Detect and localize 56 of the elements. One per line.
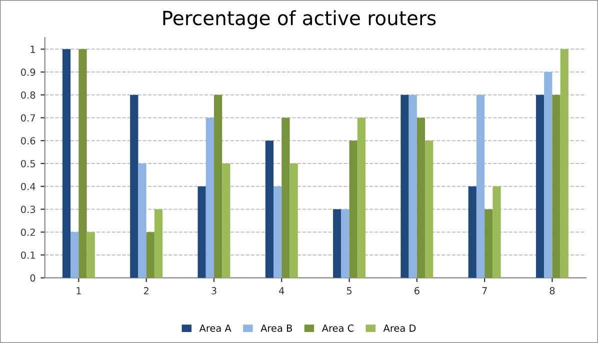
bar [333, 209, 342, 278]
y-tick-label: 0.2 [21, 228, 35, 236]
bar [265, 140, 274, 278]
bar [146, 232, 154, 278]
x-tick-label: 2 [144, 287, 148, 294]
bar [484, 209, 493, 278]
bar [416, 118, 426, 278]
legend-label: Area C [322, 324, 354, 332]
bar [62, 49, 71, 278]
bar [492, 186, 501, 278]
bar [154, 209, 163, 278]
y-tick-label: 0.8 [21, 91, 36, 99]
bar [425, 140, 434, 278]
bar [544, 72, 552, 278]
bar [198, 186, 206, 278]
bar [341, 209, 350, 278]
legend-label: Area D [383, 324, 416, 332]
y-tick-label: 0.1 [21, 251, 35, 259]
bar [560, 49, 568, 278]
x-tick-label: 8 [550, 287, 555, 294]
bar [214, 94, 222, 278]
bar [349, 140, 358, 278]
bar [552, 94, 560, 278]
bar [408, 94, 417, 278]
chart-title: Percentage of active routers [163, 10, 436, 30]
bar [138, 163, 146, 278]
x-tick-label: 5 [346, 287, 352, 294]
y-tick-label: 0 [30, 274, 36, 282]
y-tick-label: 0.7 [21, 114, 35, 122]
bar [70, 232, 79, 278]
x-tick-label: 7 [482, 287, 487, 294]
bar [468, 186, 476, 278]
bar [130, 94, 138, 278]
y-tick-label: 1 [30, 46, 35, 53]
bar [400, 94, 409, 278]
y-tick-label: 0.4 [21, 182, 36, 190]
bar [282, 118, 290, 278]
bar [206, 118, 214, 278]
bar [78, 49, 87, 278]
bar [86, 232, 95, 278]
bar [222, 163, 230, 278]
x-tick-label: 3 [212, 287, 216, 294]
y-tick-label: 0.9 [21, 68, 36, 76]
y-tick-label: 0.6 [21, 137, 36, 144]
bar [274, 186, 282, 278]
legend-label: Area A [199, 324, 232, 332]
x-tick-label: 4 [279, 287, 284, 294]
bar [536, 94, 544, 278]
x-tick-label: 1 [76, 287, 81, 294]
y-tick-label: 0.3 [21, 206, 36, 214]
legend-label: Area B [260, 324, 292, 332]
y-tick-label: 0.5 [21, 160, 35, 168]
bar [476, 94, 485, 278]
x-tick-label: 6 [414, 287, 420, 294]
bar [290, 163, 298, 278]
bar [357, 118, 366, 278]
